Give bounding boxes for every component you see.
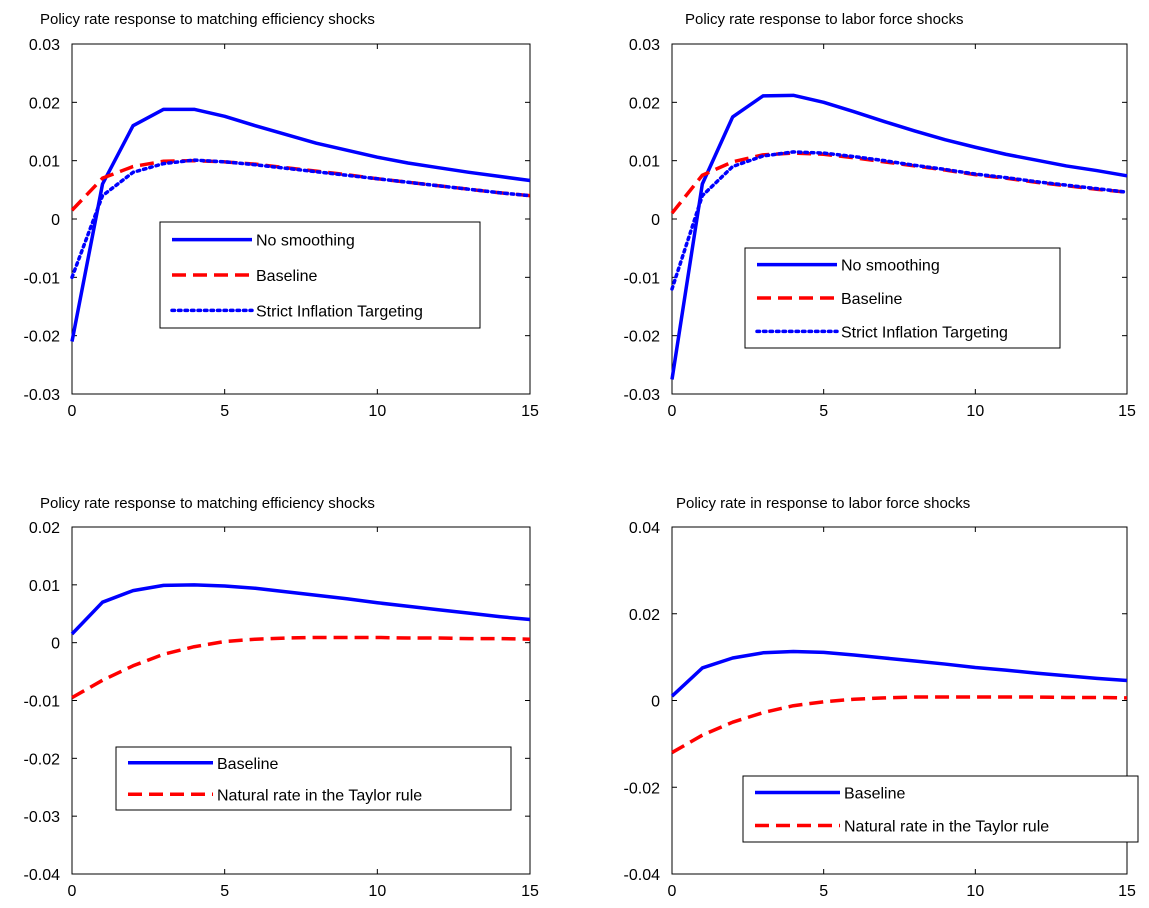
y-tick-label: 0.02 [29, 520, 60, 537]
legend-box [742, 775, 1139, 843]
chart-title: Policy rate response to matching efficie… [40, 11, 375, 28]
chart-panel-4: Policy rate in response to labor force s… [624, 495, 1139, 900]
legend-label: Baseline [217, 756, 278, 773]
y-tick-label: 0.01 [29, 578, 60, 595]
y-tick-label: 0.01 [29, 154, 60, 171]
series-line-strict-inflation-targeting [70, 158, 532, 280]
x-tick-label: 15 [1118, 883, 1136, 900]
series-line-strict-inflation-targeting [670, 150, 1129, 291]
chart-panel-3: Policy rate response to matching efficie… [24, 495, 539, 900]
y-tick-label: 0.02 [629, 95, 660, 112]
y-tick-label: -0.01 [24, 694, 61, 711]
y-tick-label: 0.02 [29, 95, 60, 112]
x-tick-label: 5 [819, 883, 828, 900]
y-tick-label: 0.03 [29, 37, 60, 54]
legend: No smoothing Baseline Strict Inflation Tar… [159, 221, 481, 329]
legend-label: Natural rate in the Taylor rule [217, 787, 422, 804]
x-tick-label: 10 [966, 883, 984, 900]
x-tick-label: 15 [1118, 403, 1136, 420]
y-tick-label: -0.02 [24, 329, 61, 346]
y-tick-label: -0.04 [624, 867, 661, 884]
x-tick-label: 5 [220, 403, 229, 420]
legend: Baseline Natural rate in the Taylor rule [115, 746, 512, 811]
series-line-baseline [70, 158, 531, 212]
y-tick-label: -0.02 [24, 751, 61, 768]
chart-title: Policy rate response to labor force shoc… [685, 11, 963, 28]
x-tick-label: 0 [668, 883, 677, 900]
legend-box [115, 746, 512, 811]
series-line-natural-rate-in-the-taylor-rule [71, 635, 531, 700]
legend-label: Baseline [844, 786, 905, 803]
x-tick-label: 5 [220, 883, 229, 900]
x-tick-label: 15 [521, 403, 539, 420]
legend-label: Strict Inflation Targeting [256, 303, 423, 320]
legend-label: No smoothing [841, 258, 940, 275]
series-line-baseline [70, 583, 531, 636]
y-tick-label: -0.02 [624, 780, 661, 797]
x-tick-label: 0 [68, 403, 77, 420]
legend: Baseline Natural rate in the Taylor rule [742, 775, 1139, 843]
x-tick-label: 0 [68, 883, 77, 900]
x-tick-label: 15 [521, 883, 539, 900]
x-tick-label: 5 [819, 403, 828, 420]
y-tick-label: 0 [651, 694, 660, 711]
chart-panel-1: Policy rate response to matching efficie… [24, 11, 539, 420]
y-tick-label: 0.03 [629, 37, 660, 54]
legend-label: Baseline [841, 291, 902, 308]
y-tick-label: -0.01 [624, 270, 661, 287]
y-tick-label: -0.03 [24, 387, 61, 404]
x-tick-label: 0 [668, 403, 677, 420]
plot-area-frame [71, 43, 531, 395]
y-tick-label: -0.03 [624, 387, 661, 404]
series-line-baseline [670, 649, 1128, 698]
y-tick-label: -0.04 [24, 867, 61, 884]
legend-label: No smoothing [256, 233, 355, 250]
legend-label: Baseline [256, 268, 317, 285]
series-line-no-smoothing [70, 107, 531, 342]
series-line-natural-rate-in-the-taylor-rule [671, 695, 1128, 755]
y-tick-label: -0.02 [624, 329, 661, 346]
chart-title: Policy rate in response to labor force s… [676, 495, 970, 512]
legend-label: Natural rate in the Taylor rule [844, 819, 1049, 836]
legend-label: Strict Inflation Targeting [841, 324, 1008, 341]
plot-area-frame [71, 526, 531, 875]
chart-title: Policy rate response to matching efficie… [40, 495, 375, 512]
legend: No smoothing Baseline Strict Inflation Tar… [744, 247, 1061, 349]
x-tick-label: 10 [966, 403, 984, 420]
y-tick-label: 0.01 [629, 154, 660, 171]
y-tick-label: -0.03 [24, 809, 61, 826]
series-line-no-smoothing [670, 93, 1128, 380]
y-tick-label: 0 [651, 212, 660, 229]
y-tick-label: 0 [51, 636, 60, 653]
chart-panel-2: Policy rate response to labor force shoc… [624, 11, 1136, 420]
y-tick-label: 0.02 [629, 607, 660, 624]
y-tick-label: 0.04 [629, 520, 660, 537]
x-tick-label: 10 [368, 883, 386, 900]
y-tick-label: -0.01 [24, 270, 61, 287]
x-tick-label: 10 [368, 403, 386, 420]
y-tick-label: 0 [51, 212, 60, 229]
